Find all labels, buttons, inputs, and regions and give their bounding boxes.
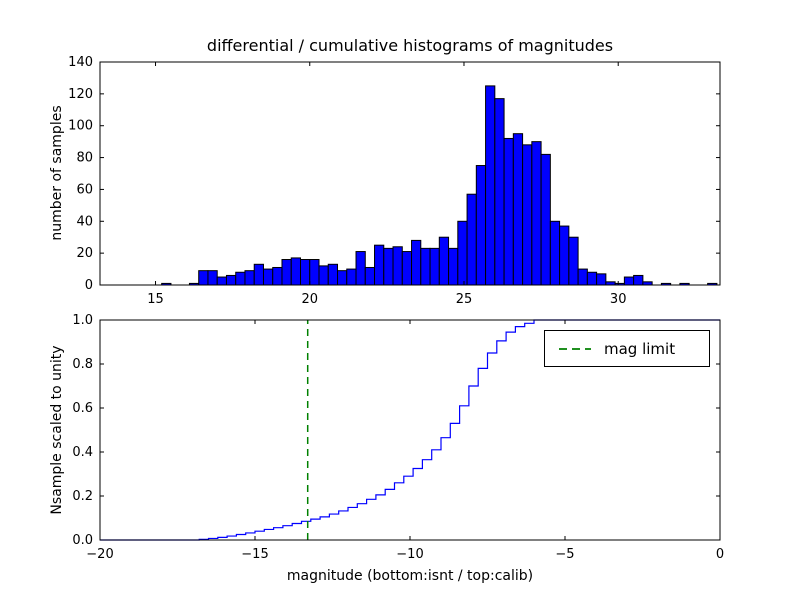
histogram-bar xyxy=(309,259,320,286)
legend: mag limit xyxy=(544,330,710,367)
histogram-bar xyxy=(586,271,598,286)
histogram-bar xyxy=(244,270,255,286)
histogram-bar xyxy=(299,259,311,286)
histogram-bar xyxy=(327,263,339,286)
bottom-cumulative-plot: −20 −15 −10 −5 0 0.0 0.2 0.4 0.6 0.8 1.0 xyxy=(72,313,724,562)
y-tick-label: 0 xyxy=(85,278,93,293)
histogram-bar xyxy=(216,276,227,286)
histogram-bar xyxy=(392,246,403,286)
histogram-bar xyxy=(512,133,524,286)
y-tick-label: 80 xyxy=(76,151,93,166)
chart-title: differential / cumulative histograms of … xyxy=(206,36,614,55)
y-tick-label: 0.2 xyxy=(72,489,93,504)
y-tick-label: 0.6 xyxy=(72,401,93,416)
histogram-bar xyxy=(281,259,292,286)
histogram-bar xyxy=(568,236,579,286)
histogram-bar xyxy=(383,247,394,286)
histogram-bar xyxy=(559,225,570,286)
x-tick-label: −20 xyxy=(86,547,113,562)
histogram-bar xyxy=(346,268,357,286)
histogram-bar xyxy=(531,141,542,286)
histogram-bar xyxy=(466,193,477,286)
histogram-bar xyxy=(318,265,329,286)
histogram-bar xyxy=(540,153,551,286)
x-tick-label: 20 xyxy=(301,292,318,307)
histogram-bar xyxy=(596,273,607,286)
histogram-bar xyxy=(420,247,431,286)
histogram-bar xyxy=(374,244,385,286)
x-tick-label: 0 xyxy=(716,547,724,562)
x-tick-label: −10 xyxy=(396,547,423,562)
histogram-bar xyxy=(198,270,209,286)
bottom-y-axis-label: Nsample scaled to unity xyxy=(49,345,65,515)
histogram-bar xyxy=(623,276,635,286)
histogram-bar xyxy=(429,247,440,286)
bottom-x-axis-label: magnitude (bottom:isnt / top:calib) xyxy=(286,568,534,584)
x-tick-label: −5 xyxy=(555,547,574,562)
histogram-bar xyxy=(503,137,514,286)
y-tick-label: 0.4 xyxy=(72,445,93,460)
histogram-bar xyxy=(448,247,459,286)
histogram-bar xyxy=(253,263,264,286)
y-tick-label: 120 xyxy=(68,87,93,102)
histogram-bar xyxy=(290,257,301,286)
cumulative-step-line xyxy=(100,319,720,541)
histogram-bar xyxy=(522,144,533,286)
histogram-bar xyxy=(225,274,237,286)
histogram-bar xyxy=(207,270,218,286)
axes-frame xyxy=(99,61,721,286)
histogram-bar xyxy=(401,251,413,286)
x-tick-label: 30 xyxy=(610,292,627,307)
y-tick-label: 1.0 xyxy=(72,313,93,328)
top-y-axis-label: number of samples xyxy=(49,105,65,241)
histogram-bar xyxy=(272,266,283,286)
histogram-bar xyxy=(262,268,274,286)
y-tick-label: 100 xyxy=(68,119,93,134)
histogram-bar xyxy=(438,236,450,286)
histogram-bar xyxy=(337,270,348,286)
x-tick-label: −15 xyxy=(241,547,268,562)
histogram-bar xyxy=(411,239,422,286)
y-tick-label: 20 xyxy=(76,246,93,261)
legend-label: mag limit xyxy=(604,339,676,358)
histogram-bar xyxy=(577,268,588,286)
histogram-bar xyxy=(549,220,561,286)
y-tick-label: 0.0 xyxy=(72,533,93,548)
top-histogram-plot: 15 20 25 30 0 20 40 60 80 100 120 140 xyxy=(68,55,721,307)
x-tick-label: 25 xyxy=(456,292,473,307)
y-tick-label: 60 xyxy=(76,182,93,197)
y-tick-label: 0.8 xyxy=(72,357,93,372)
histogram-bar xyxy=(475,165,487,286)
y-tick-label: 40 xyxy=(76,214,93,229)
histogram-bar xyxy=(485,85,496,286)
legend-dashed-line-icon xyxy=(559,347,591,350)
y-tick-label: 140 xyxy=(68,55,93,70)
histogram-bar xyxy=(235,271,246,286)
x-tick-label: 15 xyxy=(147,292,164,307)
histogram-bar xyxy=(494,98,505,286)
histogram-bar xyxy=(364,266,376,286)
histogram-bar xyxy=(457,220,468,286)
histogram-bar xyxy=(633,274,644,286)
histogram-bar xyxy=(355,251,366,286)
